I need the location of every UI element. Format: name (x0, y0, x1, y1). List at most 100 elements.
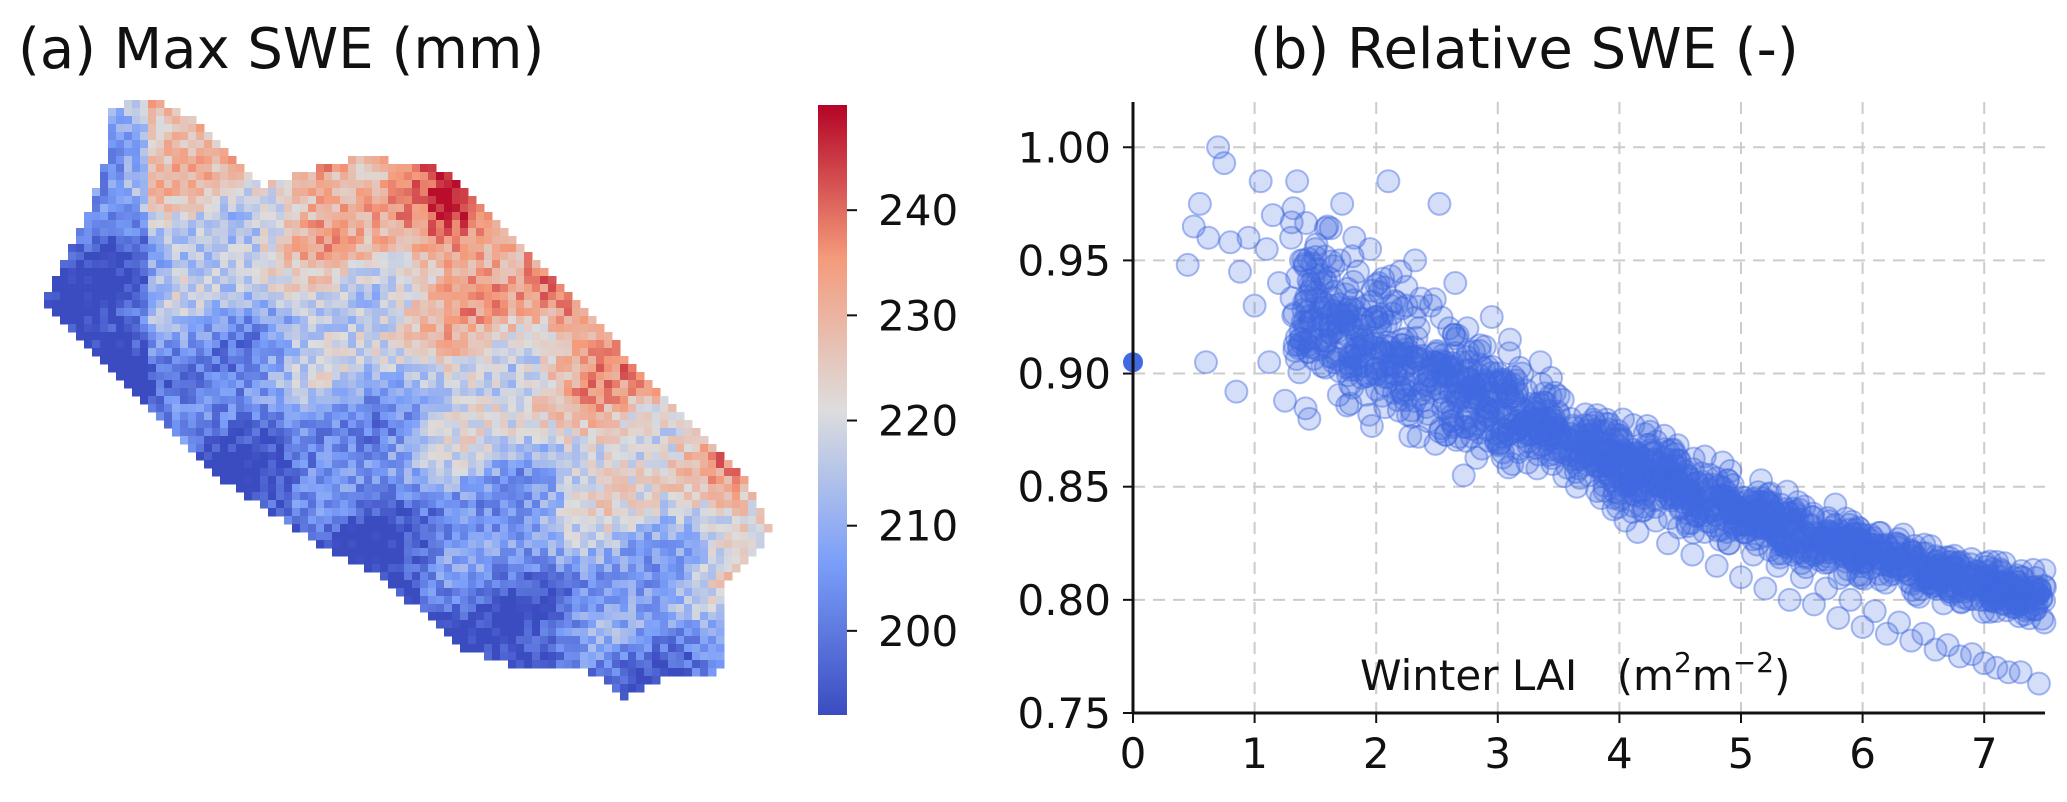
heatmap-cell (332, 172, 341, 181)
heatmap-cell (260, 196, 269, 205)
heatmap-cell (300, 324, 309, 333)
heatmap-cell (188, 236, 197, 245)
heatmap-cell (540, 500, 549, 509)
heatmap-cell (228, 244, 237, 253)
heatmap-cell (348, 348, 357, 357)
heatmap-cell (708, 564, 717, 573)
heatmap-cell (532, 460, 541, 469)
heatmap-cell (532, 628, 541, 637)
heatmap-cell (556, 540, 565, 549)
heatmap-cell (580, 364, 589, 373)
heatmap-cell (348, 180, 357, 189)
heatmap-cell (116, 260, 125, 269)
scatter-point (1995, 573, 2020, 598)
heatmap-cell (380, 164, 389, 173)
heatmap-cell (684, 612, 693, 621)
heatmap-cell (652, 620, 661, 629)
heatmap-cell (476, 332, 485, 341)
heatmap-cell (756, 540, 765, 549)
heatmap-cell (244, 276, 253, 285)
scatter-point (1325, 311, 1350, 336)
heatmap-cell (332, 276, 341, 285)
heatmap-cell (668, 476, 677, 485)
heatmap-cell (324, 212, 333, 221)
heatmap-cell (636, 580, 645, 589)
heatmap-cell (732, 508, 741, 517)
heatmap-cell (292, 268, 301, 277)
heatmap-cell (84, 252, 93, 261)
scatter-point (1333, 282, 1358, 307)
heatmap-cell (612, 564, 621, 573)
heatmap-cell (436, 260, 445, 269)
heatmap-cell (180, 404, 189, 413)
heatmap-cell (308, 332, 317, 341)
heatmap-cell (316, 180, 325, 189)
heatmap-cell (340, 468, 349, 477)
heatmap-cell (372, 484, 381, 493)
scatter-point (1389, 380, 1414, 405)
heatmap-cell (108, 324, 117, 333)
heatmap-cell (596, 468, 605, 477)
heatmap-cell (404, 540, 413, 549)
heatmap-cell (596, 348, 605, 357)
heatmap-cell (372, 340, 381, 349)
heatmap-cell (108, 228, 117, 237)
heatmap-cell (676, 412, 685, 421)
heatmap-cell (532, 404, 541, 413)
heatmap-cell (324, 340, 333, 349)
heatmap-cell (676, 556, 685, 565)
heatmap-cell (428, 268, 437, 277)
heatmap-cell (412, 444, 421, 453)
scatter-point (2026, 671, 2051, 696)
heatmap-cell (700, 444, 709, 453)
heatmap-cell (116, 124, 125, 133)
heatmap-cell (228, 172, 237, 181)
heatmap-cell (140, 316, 149, 325)
heatmap-cell (716, 468, 725, 477)
heatmap-cell (188, 220, 197, 229)
heatmap-cell (436, 556, 445, 565)
heatmap-cell (628, 516, 637, 525)
heatmap-cell (364, 372, 373, 381)
heatmap-cell (468, 412, 477, 421)
heatmap-cell (436, 612, 445, 621)
heatmap-cell (116, 340, 125, 349)
heatmap-cell (308, 188, 317, 197)
heatmap-cell (372, 420, 381, 429)
heatmap-cell (716, 588, 725, 597)
heatmap-cell (436, 332, 445, 341)
heatmap-cell (180, 284, 189, 293)
heatmap-cell (356, 548, 365, 557)
heatmap-cell (204, 252, 213, 261)
scatter-point (1652, 423, 1677, 448)
heatmap-cell (476, 396, 485, 405)
heatmap-cell (212, 412, 221, 421)
heatmap-cell (324, 356, 333, 365)
heatmap-cell (468, 468, 477, 477)
scatter-point (1504, 368, 1529, 393)
heatmap-cell (300, 308, 309, 317)
heatmap-cell (500, 300, 509, 309)
heatmap-cell (476, 236, 485, 245)
heatmap-cell (388, 316, 397, 325)
heatmap-cell (572, 644, 581, 653)
scatter-point (1503, 391, 1528, 416)
scatter-point (1345, 259, 1370, 284)
heatmap-cell (276, 436, 285, 445)
heatmap-cell (452, 180, 461, 189)
scatter-point (1716, 531, 1741, 556)
heatmap-cell (140, 140, 149, 149)
heatmap-cell (540, 324, 549, 333)
heatmap-cell (156, 164, 165, 173)
heatmap-cell (292, 500, 301, 509)
heatmap-cell (188, 388, 197, 397)
heatmap-cell (284, 396, 293, 405)
heatmap-cell (196, 228, 205, 237)
heatmap-cell (452, 244, 461, 253)
heatmap-cell (460, 500, 469, 509)
heatmap-cell (276, 348, 285, 357)
heatmap-cell (332, 372, 341, 381)
heatmap-cell (428, 612, 437, 621)
heatmap-cell (348, 532, 357, 541)
heatmap-cell (572, 612, 581, 621)
